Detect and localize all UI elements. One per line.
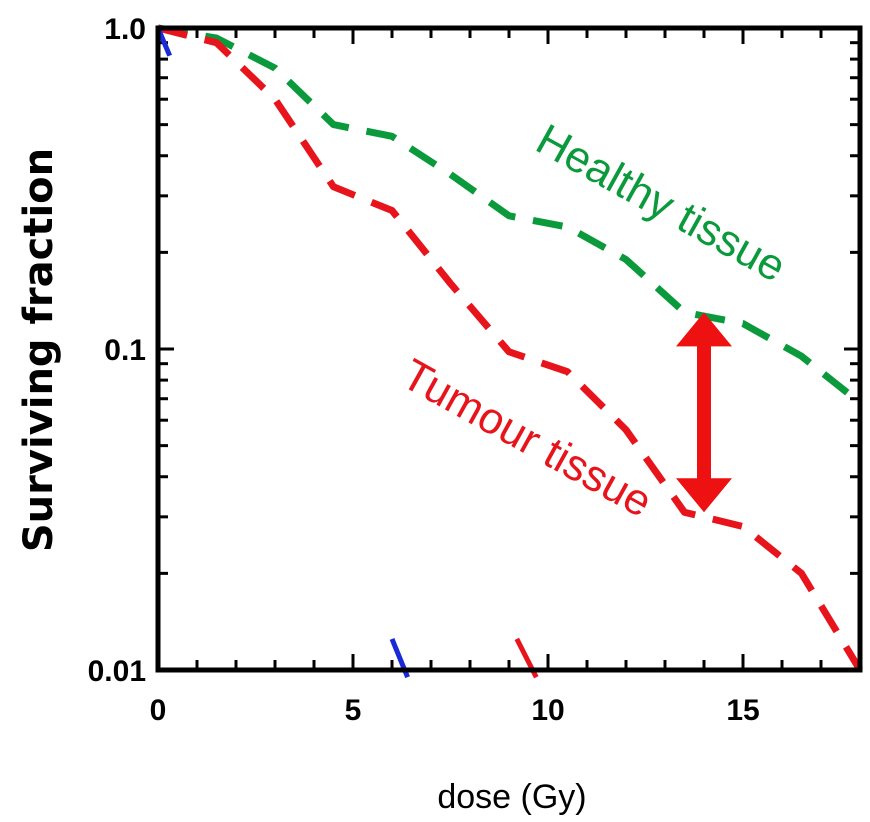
x-tick-label: 10 — [531, 694, 564, 727]
plot-area-frame — [155, 25, 863, 673]
x-axis-title: dose (Gy) — [437, 778, 586, 816]
arrow-layer — [676, 312, 732, 513]
y-tick-label: 1.0 — [104, 13, 146, 46]
y-axis-title: Surviving fraction — [16, 148, 62, 552]
double-arrow-icon — [676, 312, 732, 513]
x-tick-label: 0 — [150, 694, 167, 727]
x-tick-label: 15 — [726, 694, 759, 727]
tick-labels: 0 5 10 15 0.01 0.1 1.0 — [88, 13, 760, 727]
x-tick-label: 5 — [345, 694, 362, 727]
y-tick-label: 0.1 — [104, 334, 146, 367]
healthy-tissue-label: Healthy tissue — [528, 115, 793, 292]
series-layer — [155, 24, 863, 679]
tumour-tissue-curve — [157, 24, 863, 672]
tumour-tissue-label: Tumour tissue — [394, 350, 660, 527]
y-tick-label: 0.01 — [88, 655, 146, 688]
healthy-tissue-curve — [157, 24, 863, 406]
